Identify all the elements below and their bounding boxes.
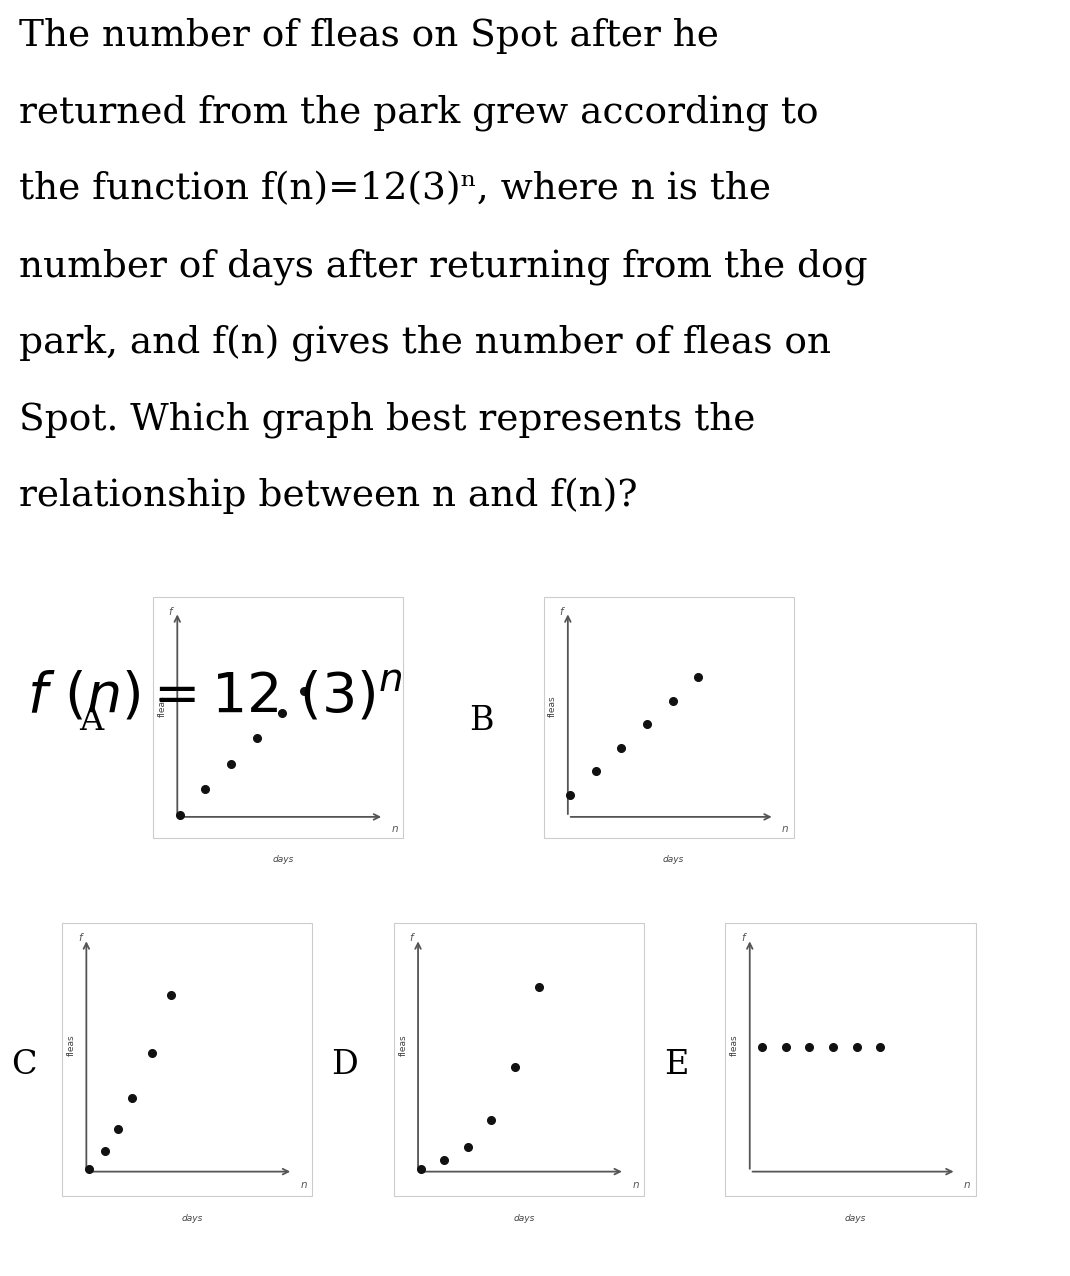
Text: n: n <box>782 824 789 835</box>
Text: n: n <box>632 1179 639 1189</box>
Text: number of days after returning from the dog: number of days after returning from the … <box>19 248 868 285</box>
Text: days: days <box>845 1215 867 1224</box>
Text: n: n <box>301 1179 307 1189</box>
Text: days: days <box>273 855 294 864</box>
Text: the function f(n)=12(3)ⁿ, where n is the: the function f(n)=12(3)ⁿ, where n is the <box>19 171 771 208</box>
Text: f: f <box>742 933 745 943</box>
Text: n: n <box>392 824 398 835</box>
Text: C: C <box>11 1049 36 1082</box>
Text: fleas: fleas <box>157 695 167 717</box>
Text: A: A <box>79 704 103 738</box>
Text: returned from the park grew according to: returned from the park grew according to <box>19 94 819 131</box>
Text: days: days <box>182 1215 203 1224</box>
Text: fleas: fleas <box>730 1035 739 1057</box>
Text: fleas: fleas <box>548 695 557 717</box>
Text: D: D <box>332 1049 357 1082</box>
Text: relationship between n and f(n)?: relationship between n and f(n)? <box>19 477 638 514</box>
Text: park, and f(n) gives the number of fleas on: park, and f(n) gives the number of fleas… <box>19 324 831 361</box>
Text: n: n <box>964 1179 970 1189</box>
Text: fleas: fleas <box>66 1035 76 1057</box>
Text: The number of fleas on Spot after he: The number of fleas on Spot after he <box>19 18 719 55</box>
Text: days: days <box>514 1215 535 1224</box>
Text: f: f <box>560 607 563 616</box>
Text: B: B <box>470 704 493 738</box>
Text: f: f <box>78 933 81 943</box>
Text: $f\ (n) = 12\ (3)^{n}$: $f\ (n) = 12\ (3)^{n}$ <box>27 670 402 725</box>
Text: Spot. Which graph best represents the: Spot. Which graph best represents the <box>19 401 755 438</box>
Text: days: days <box>663 855 685 864</box>
Text: E: E <box>664 1049 688 1082</box>
Text: fleas: fleas <box>398 1035 408 1057</box>
Text: f: f <box>410 933 413 943</box>
Text: f: f <box>169 607 172 616</box>
